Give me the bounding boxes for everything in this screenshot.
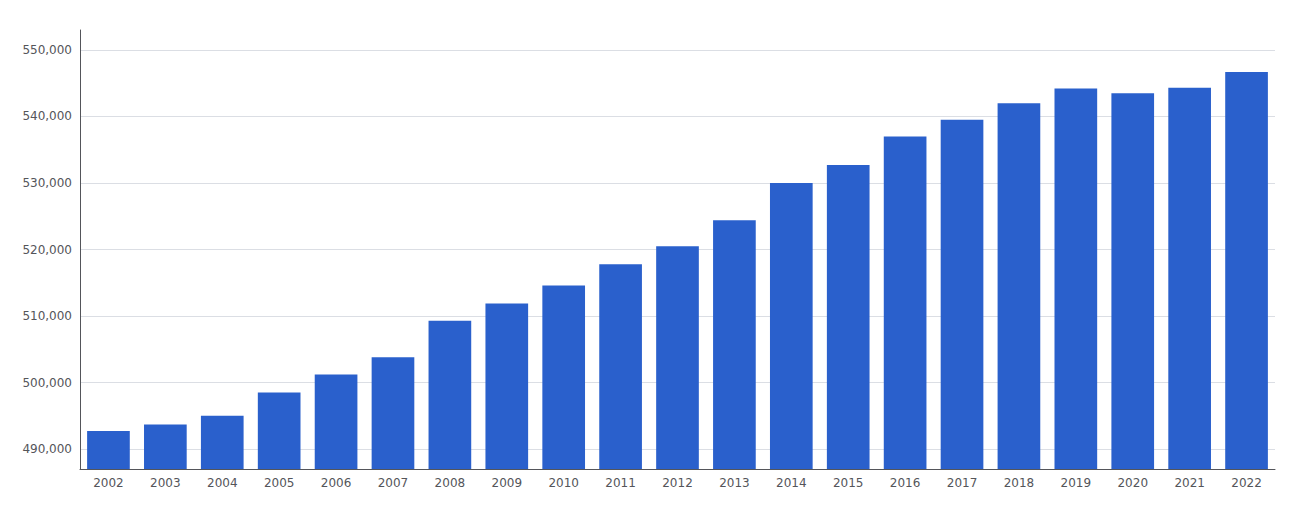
svg-text:2011: 2011 (605, 476, 636, 490)
svg-text:2015: 2015 (833, 476, 864, 490)
svg-text:2003: 2003 (150, 476, 181, 490)
svg-text:550,000: 550,000 (22, 43, 72, 57)
svg-text:2009: 2009 (492, 476, 523, 490)
svg-text:2010: 2010 (548, 476, 579, 490)
svg-text:2012: 2012 (662, 476, 693, 490)
svg-text:2018: 2018 (1004, 476, 1035, 490)
svg-text:510,000: 510,000 (22, 309, 72, 323)
svg-text:520,000: 520,000 (22, 243, 72, 257)
svg-text:2019: 2019 (1061, 476, 1092, 490)
svg-text:2006: 2006 (321, 476, 352, 490)
svg-text:540,000: 540,000 (22, 109, 72, 123)
svg-text:2020: 2020 (1117, 476, 1148, 490)
svg-text:2005: 2005 (264, 476, 295, 490)
svg-text:2014: 2014 (776, 476, 807, 490)
svg-text:490,000: 490,000 (22, 442, 72, 456)
svg-text:2021: 2021 (1174, 476, 1205, 490)
svg-text:2013: 2013 (719, 476, 750, 490)
svg-text:2002: 2002 (93, 476, 124, 490)
svg-text:530,000: 530,000 (22, 176, 72, 190)
svg-text:2017: 2017 (947, 476, 978, 490)
svg-text:2007: 2007 (378, 476, 409, 490)
svg-text:2004: 2004 (207, 476, 238, 490)
svg-text:2008: 2008 (435, 476, 466, 490)
svg-text:2016: 2016 (890, 476, 921, 490)
svg-text:500,000: 500,000 (22, 376, 72, 390)
svg-text:2022: 2022 (1231, 476, 1262, 490)
